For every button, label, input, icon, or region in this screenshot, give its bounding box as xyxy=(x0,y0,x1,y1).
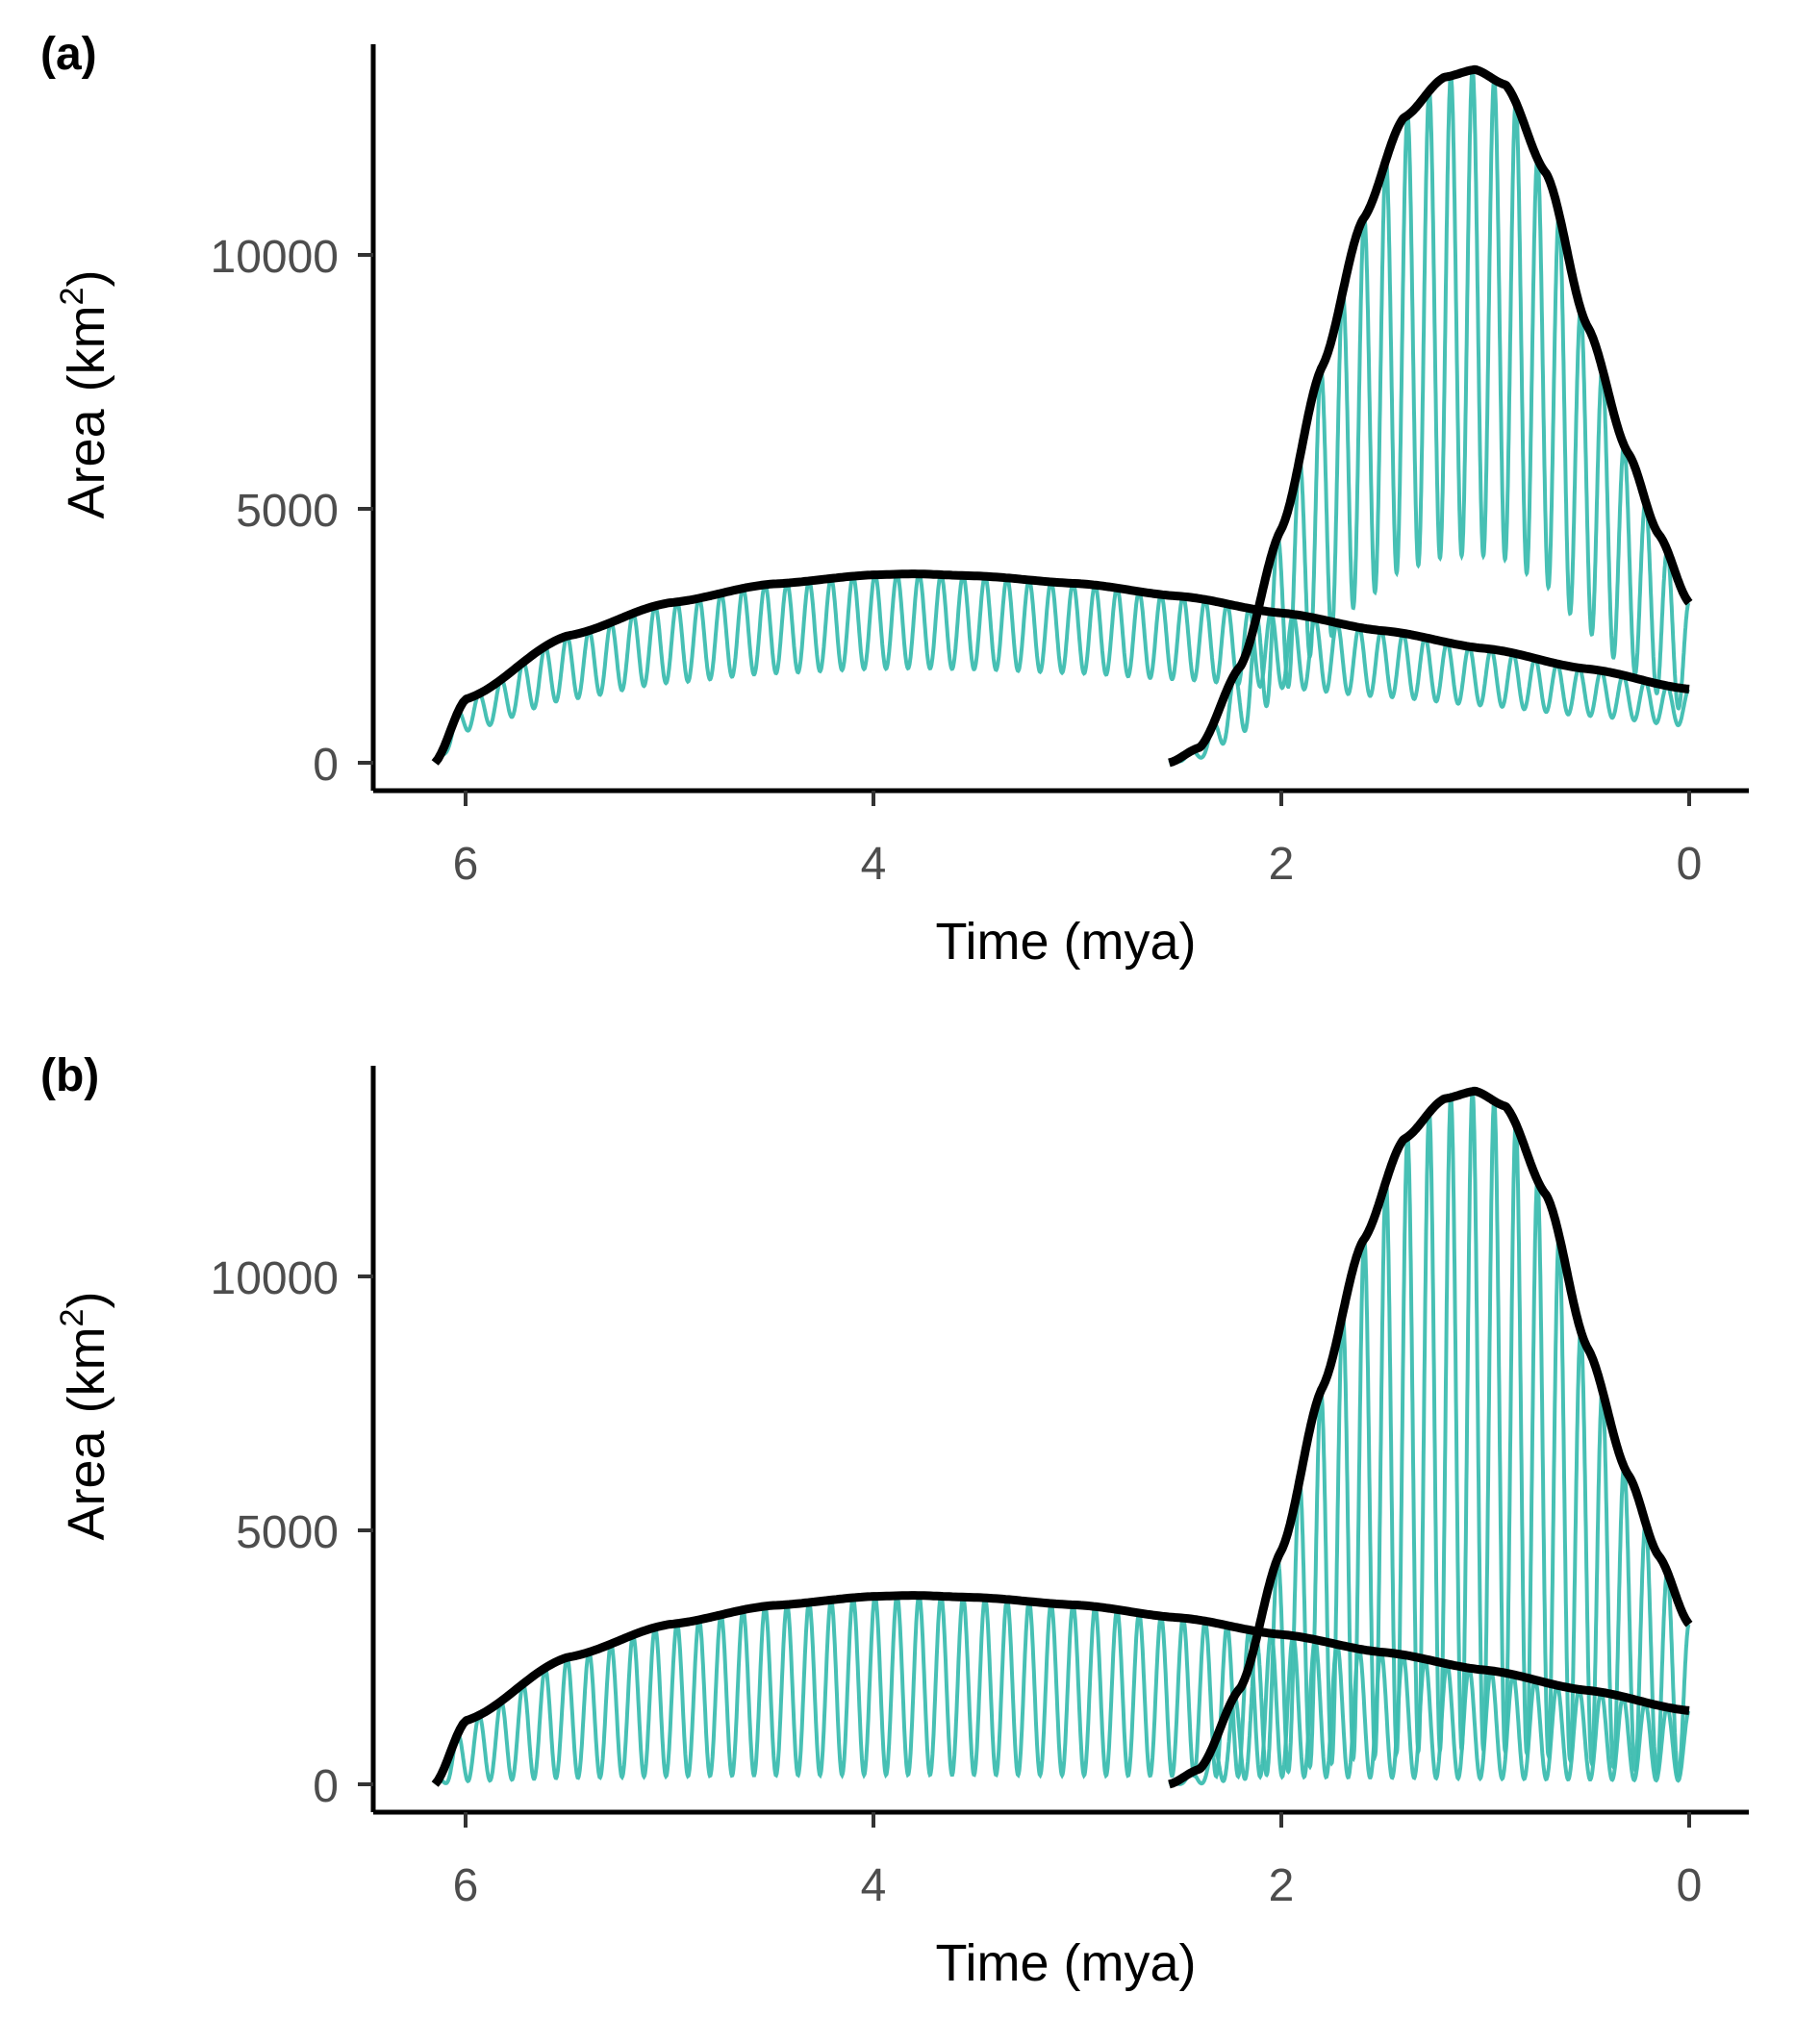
y-tick-label-b-0: 0 xyxy=(313,1761,339,1812)
envelope-series-long xyxy=(431,569,1691,766)
panel-label-b: (b) xyxy=(40,1050,99,1101)
y-tick-label-a-10000: 10000 xyxy=(211,232,339,283)
x-axis-title-a: Time (mya) xyxy=(936,913,1197,971)
y-tick-label-a-5000: 5000 xyxy=(236,486,339,537)
y-axis-title-sup-b: 2 xyxy=(54,1309,90,1327)
x-tick-label-a-6: 6 xyxy=(453,839,479,890)
series-group-a xyxy=(431,64,1693,768)
y-axis-title-main-b: Area xyxy=(58,1429,115,1540)
panel-b: (b) 10000 5000 0 6 4 2 0 Time (mya) Area… xyxy=(40,1050,1749,1992)
y-tick-label-b-10000: 10000 xyxy=(211,1253,339,1304)
y-tick-label-a-0: 0 xyxy=(313,740,339,791)
x-tick-label-b-4: 4 xyxy=(861,1860,887,1911)
y-axis-title-b: Area (km2) xyxy=(54,1292,115,1541)
y-axis-title-close-a: ) xyxy=(58,270,115,288)
y-axis-title-main-a: Area xyxy=(58,408,115,518)
envelope-series-peak xyxy=(1166,1086,1693,1789)
panel-a: (a) 10000 5000 0 6 4 2 0 Time (mya) Area… xyxy=(40,29,1749,971)
y-axis-title-close-b: ) xyxy=(58,1292,115,1309)
y-axis-title-a: Area (km2) xyxy=(54,270,115,519)
oscillation-series-line xyxy=(433,1592,1691,1786)
y-tick-label-b-5000: 5000 xyxy=(236,1507,339,1558)
series-group-b xyxy=(431,1086,1693,1789)
x-axis-title-b: Time (mya) xyxy=(936,1934,1197,1992)
envelope-series-peak xyxy=(1166,64,1693,768)
x-tick-label-b-0: 0 xyxy=(1677,1860,1703,1911)
x-tick-label-a-4: 4 xyxy=(861,839,887,890)
y-axis-title-sup-a: 2 xyxy=(54,288,90,306)
oscillation-series-line xyxy=(433,571,1690,765)
envelope-series-long xyxy=(431,1591,1691,1787)
y-axis-title-unit-b: (km xyxy=(58,1326,115,1413)
x-tick-label-a-0: 0 xyxy=(1677,839,1703,890)
x-tick-label-b-2: 2 xyxy=(1269,1860,1295,1911)
x-tick-label-a-2: 2 xyxy=(1269,839,1295,890)
panel-label-a: (a) xyxy=(40,29,97,80)
y-axis-title-unit-a: (km xyxy=(58,305,115,391)
x-tick-label-b-6: 6 xyxy=(453,1860,479,1911)
